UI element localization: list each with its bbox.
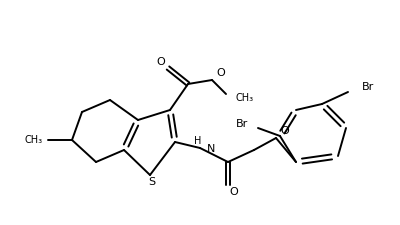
Text: CH₃: CH₃ — [25, 135, 43, 145]
Text: O: O — [280, 126, 289, 136]
Text: H: H — [194, 136, 202, 146]
Text: Br: Br — [236, 119, 248, 129]
Text: Br: Br — [362, 82, 374, 92]
Text: S: S — [148, 177, 156, 187]
Text: O: O — [157, 57, 165, 67]
Text: O: O — [216, 68, 225, 78]
Text: O: O — [230, 187, 238, 197]
Text: CH₃: CH₃ — [236, 93, 254, 103]
Text: N: N — [207, 144, 215, 154]
